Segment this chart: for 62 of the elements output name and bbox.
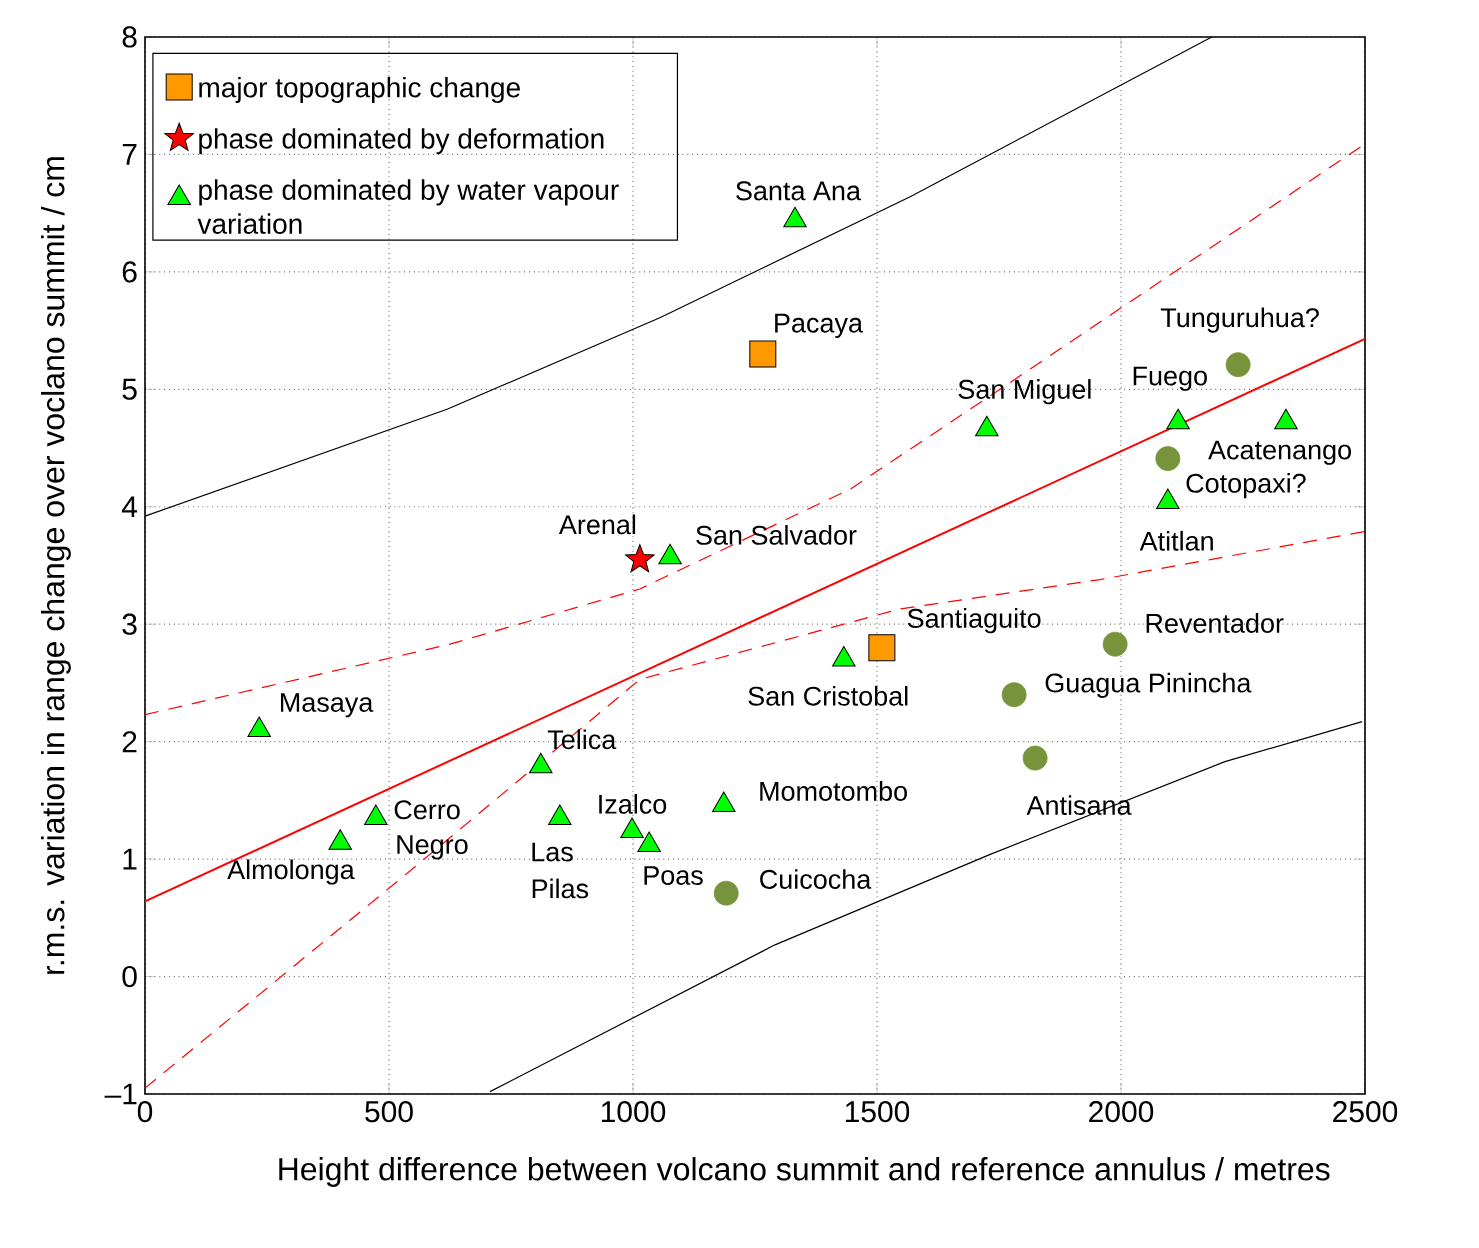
annotation: Tunguruhua? bbox=[1160, 307, 1319, 333]
annotation: Cotopaxi? bbox=[1186, 473, 1306, 499]
annotation: Santa Ana bbox=[736, 181, 861, 201]
y-tick-label: 7 bbox=[122, 144, 137, 165]
point bbox=[783, 206, 807, 228]
annotation: Cuicocha bbox=[760, 869, 872, 889]
point bbox=[625, 544, 655, 573]
point bbox=[658, 543, 682, 565]
y-tick-label: 4 bbox=[121, 496, 138, 518]
y-tick-label: –1 bbox=[104, 1083, 137, 1105]
x-tick-label: 0 bbox=[137, 1101, 153, 1123]
annotation: Arenal bbox=[558, 514, 636, 535]
annotation: Pilas bbox=[532, 878, 589, 899]
annotation: Atitlan bbox=[1139, 530, 1213, 551]
annotation: Reventador bbox=[1146, 613, 1284, 633]
y-tick-label: 0 bbox=[122, 965, 137, 988]
annotation: Las bbox=[532, 842, 573, 862]
point bbox=[712, 791, 736, 813]
annotation: Telica bbox=[547, 729, 617, 750]
x-tick-label: 2500 bbox=[1333, 1101, 1398, 1123]
annotation: Fuego bbox=[1133, 366, 1207, 391]
x-tick-label: 500 bbox=[365, 1101, 413, 1123]
annotation: Negro bbox=[397, 835, 468, 860]
legend-label: major topographic change bbox=[199, 76, 520, 104]
annotation: Izalco bbox=[599, 793, 667, 814]
legend-label: phase dominated by water vapour variation bbox=[197, 179, 619, 234]
y-tick-label: 2 bbox=[122, 731, 137, 753]
point bbox=[529, 752, 553, 774]
annotation: Santiaguito bbox=[907, 608, 1041, 634]
point bbox=[364, 804, 388, 825]
annotation: Momotombo bbox=[760, 781, 907, 801]
point bbox=[548, 804, 572, 825]
point bbox=[832, 645, 856, 667]
point bbox=[1166, 408, 1190, 430]
point bbox=[247, 716, 271, 737]
point bbox=[975, 415, 999, 437]
annotation: Cerro bbox=[394, 800, 460, 820]
y-tick-label: 8 bbox=[122, 26, 137, 48]
annotation: Pacaya bbox=[775, 313, 863, 339]
y-tick-label: 6 bbox=[122, 261, 137, 283]
point bbox=[637, 831, 661, 852]
annotation: Acatenango bbox=[1208, 440, 1352, 465]
annotation: San Miguel bbox=[958, 379, 1091, 405]
point bbox=[1274, 408, 1298, 430]
annotation: San Salvador bbox=[696, 525, 857, 545]
point bbox=[1156, 488, 1180, 510]
point bbox=[620, 817, 644, 838]
x-axis-title: Height difference between volcano summit and reference annulus / metres bbox=[279, 1157, 1330, 1187]
y-axis-title: r.m.s. variation in range change over voclano summit / cm bbox=[41, 157, 71, 974]
x-tick-label: 2000 bbox=[1089, 1101, 1154, 1123]
y-tick-label: 5 bbox=[122, 378, 137, 400]
legend-label: phase dominated by deformation bbox=[199, 128, 604, 155]
annotation: Poas bbox=[644, 866, 703, 885]
y-tick-label: 3 bbox=[122, 613, 137, 635]
annotation: Almolonga bbox=[227, 859, 355, 885]
annotation: Masaya bbox=[281, 693, 374, 718]
point bbox=[328, 829, 352, 850]
annotation: San Cristobal bbox=[748, 685, 908, 706]
x-tick-label: 1000 bbox=[601, 1101, 666, 1123]
annotation: Guagua Pinincha bbox=[1045, 672, 1252, 698]
y-tick-label: 1 bbox=[123, 848, 137, 870]
x-tick-label: 1500 bbox=[845, 1101, 910, 1123]
